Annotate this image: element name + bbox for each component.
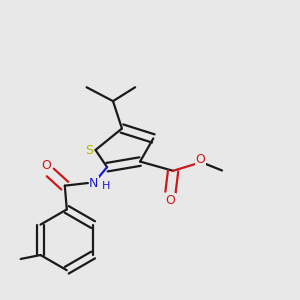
Text: N: N — [89, 176, 98, 190]
Text: H: H — [102, 181, 111, 191]
Text: O: O — [196, 153, 206, 166]
Text: O: O — [166, 194, 176, 207]
Text: O: O — [41, 159, 51, 172]
Text: S: S — [85, 143, 94, 157]
